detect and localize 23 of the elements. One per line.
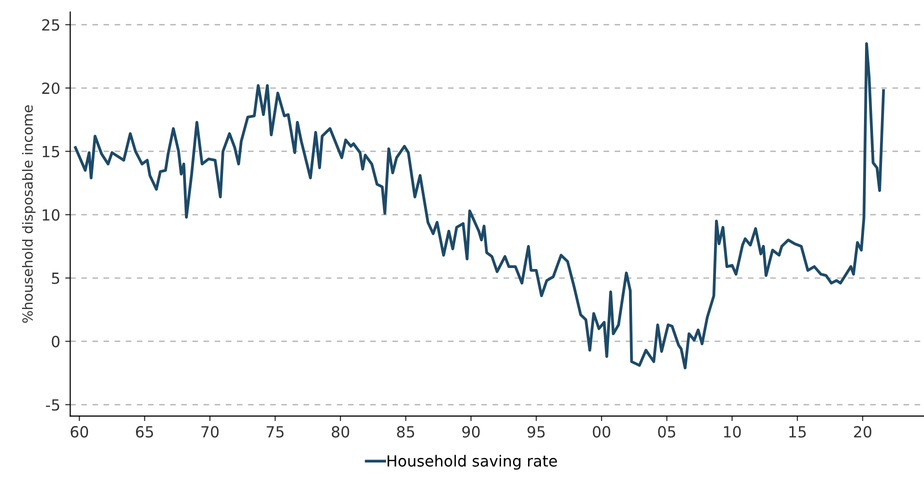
x-tick-label: 20 bbox=[854, 426, 872, 438]
line-series bbox=[74, 42, 885, 370]
x-tick-label: 15 bbox=[789, 426, 806, 438]
y-tick-label: 10 bbox=[42, 209, 60, 221]
legend-label: Household saving rate bbox=[388, 454, 557, 470]
x-tick-label: 60 bbox=[70, 426, 88, 438]
y-tick-label: 0 bbox=[52, 336, 60, 348]
x-tick-label: 90 bbox=[462, 426, 480, 438]
x-tick-label: 80 bbox=[332, 426, 350, 438]
x-tick-label: 65 bbox=[136, 426, 154, 438]
x-tick-label: 05 bbox=[658, 426, 676, 438]
x-tick-label: 00 bbox=[592, 426, 610, 438]
y-tick-label: 15 bbox=[42, 146, 60, 158]
y-tick-label: 25 bbox=[42, 19, 60, 31]
x-tick-label: 75 bbox=[266, 426, 284, 438]
x-tick-label: 95 bbox=[528, 426, 545, 438]
y-axis-title: %household disposable income bbox=[22, 105, 36, 323]
x-tick-label: 70 bbox=[201, 426, 219, 438]
x-tick-label: 10 bbox=[724, 426, 741, 438]
x-tick-label: 85 bbox=[397, 426, 414, 438]
y-tick-label: 20 bbox=[42, 82, 60, 94]
y-tick-label: -5 bbox=[46, 399, 60, 411]
y-tick-label: 5 bbox=[52, 272, 60, 284]
